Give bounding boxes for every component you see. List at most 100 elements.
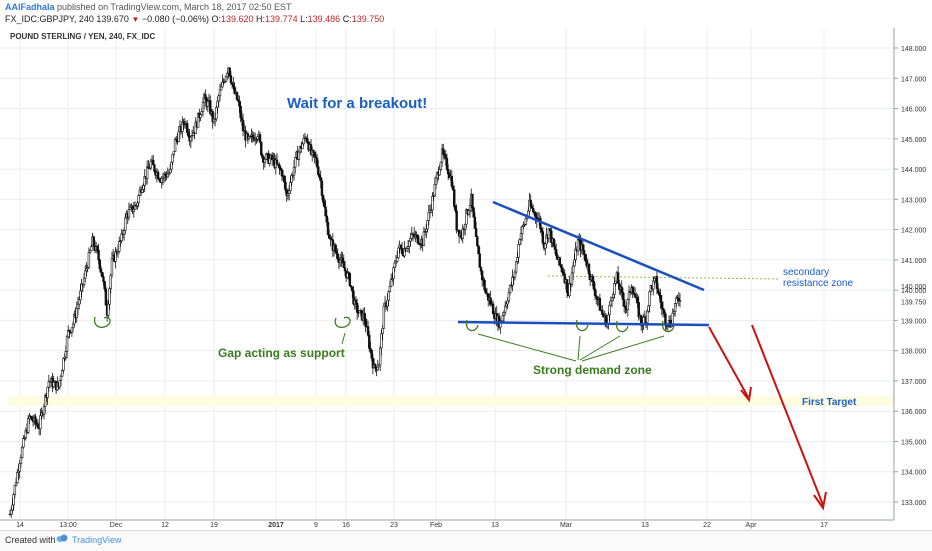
candle-body (172, 151, 176, 155)
candle-body (128, 206, 132, 210)
candle-body (568, 283, 571, 297)
price-axis[interactable]: 133.000 134.000 135.000 136.000 137.000 138.0… (894, 46, 926, 507)
candle-body (275, 159, 279, 165)
candle-body (581, 244, 585, 251)
y-tick-label: 141.000 (901, 258, 926, 265)
target-arrow-1 (708, 326, 749, 398)
candle-body (30, 416, 34, 421)
candle-body (90, 246, 93, 251)
candle-body (678, 300, 682, 302)
candle-body (27, 418, 30, 433)
candle-body (653, 277, 656, 282)
candle-body (539, 218, 542, 230)
candle-body (292, 166, 296, 176)
candle-body (451, 185, 455, 190)
candle-body (571, 265, 575, 274)
y-tick-label: 147.000 (901, 76, 926, 83)
candle-body (655, 276, 659, 289)
candle-body (446, 169, 450, 175)
candle-body (11, 504, 14, 511)
candle-body (622, 299, 626, 307)
low-value: 139.486 (307, 14, 341, 24)
chart-area[interactable]: POUND STERLING / YEN, 240, FX_IDC Wait f… (0, 28, 932, 530)
candle-body (321, 195, 325, 203)
candle-body (141, 189, 144, 193)
candle-body (455, 210, 458, 231)
low-label: L: (300, 14, 308, 24)
candle-body (341, 257, 344, 263)
candle-body (187, 132, 190, 137)
tradingview-brand[interactable]: TradingView (72, 535, 122, 545)
descending-trendline[interactable] (492, 200, 705, 292)
y-tick-label: 134.000 (901, 470, 926, 477)
x-tick-label: 13:00 (59, 522, 77, 529)
support-trendline[interactable] (457, 320, 710, 327)
x-tick-label: 22 (703, 522, 711, 529)
created-with-text: Created with (5, 535, 56, 545)
candle-body (502, 311, 506, 316)
candle-body (201, 102, 205, 112)
candle-body (433, 183, 437, 197)
candle-body (576, 239, 580, 252)
candle-body (612, 294, 615, 298)
candle-body (96, 246, 99, 251)
candle-body (19, 457, 23, 464)
candle-body (228, 67, 231, 76)
candle-body (484, 289, 487, 294)
candle-body (118, 241, 121, 252)
candle-body (504, 305, 507, 313)
candle-body (454, 206, 457, 212)
candle-body (613, 283, 616, 295)
publish-info: AAlFadhala published on TradingView.com,… (5, 2, 292, 12)
x-tick-label: 23 (390, 522, 398, 529)
y-tick-label: 142.000 (901, 228, 926, 235)
candle-body (342, 261, 345, 269)
candle-body (76, 303, 80, 309)
candle-body (658, 292, 661, 296)
candle-body (160, 178, 163, 183)
candle-body (351, 286, 354, 292)
candle-body (229, 75, 233, 83)
candle-body (306, 138, 309, 144)
candle-body (177, 131, 180, 142)
candle-body (465, 209, 468, 225)
close-value: 139.750 (351, 14, 385, 24)
candle-body (166, 173, 169, 178)
candle-body (264, 153, 268, 160)
candle-body (114, 251, 117, 262)
candle-body (409, 238, 412, 242)
candle-body (370, 349, 373, 359)
candle-body (389, 279, 393, 287)
candle-body (570, 272, 574, 285)
candle-body (107, 303, 110, 316)
x-tick-label: Feb (430, 522, 442, 529)
time-axis[interactable]: 14 13:00 Dec 12 19 2017 9 16 23 Feb 13 Mar 13 22 Apr 17 (16, 522, 828, 529)
candle-body (280, 169, 284, 177)
candle-body (521, 226, 524, 234)
chart-grid (0, 28, 894, 520)
candle-body (369, 348, 372, 351)
annotation-demand-zone: Strong demand zone (533, 363, 652, 377)
candle-body (506, 300, 509, 305)
candle-body (471, 193, 474, 209)
candle-body (313, 152, 316, 157)
candle-body (524, 218, 528, 225)
candle-body (190, 135, 194, 138)
candle-body (14, 482, 18, 486)
candle-body (294, 157, 297, 168)
candle-body (592, 281, 596, 290)
symbol-label: FX_IDC:GBPJPY, 240 (5, 14, 94, 24)
candle-body (378, 347, 382, 366)
candle-body (87, 252, 91, 268)
target-arrow-2 (751, 324, 824, 506)
candle-body (338, 259, 342, 263)
candle-body (489, 297, 492, 305)
candle-body (366, 326, 370, 336)
author-link[interactable]: AAlFadhala (5, 2, 55, 12)
x-tick-label: Apr (746, 522, 758, 529)
candle-body (450, 175, 454, 187)
demand-touch-3 (615, 320, 629, 333)
candle-body (565, 279, 569, 293)
price-chart[interactable]: POUND STERLING / YEN, 240, FX_IDC Wait f… (0, 28, 932, 530)
candle-body (232, 83, 235, 88)
